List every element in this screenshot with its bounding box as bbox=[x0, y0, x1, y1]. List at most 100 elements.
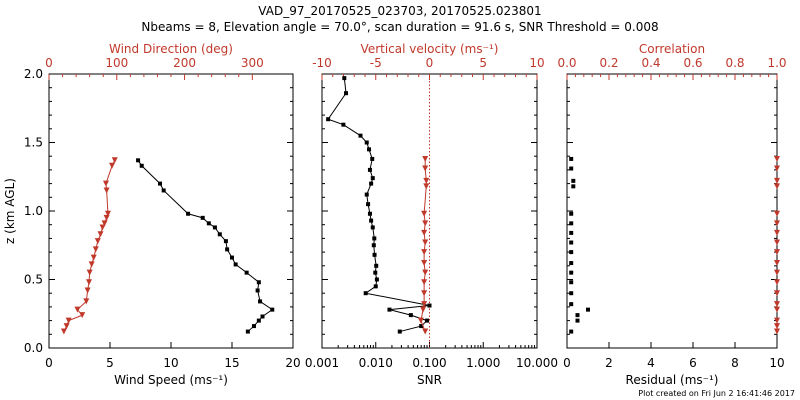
data-point-triangle bbox=[421, 260, 428, 267]
data-point-triangle bbox=[60, 328, 67, 335]
data-point-square bbox=[569, 270, 574, 275]
data-point-triangle bbox=[423, 177, 430, 184]
data-point-square bbox=[260, 314, 265, 319]
bottom-tick-label: 2 bbox=[605, 356, 613, 370]
data-point-square bbox=[139, 163, 144, 168]
bottom-tick-label: 6 bbox=[689, 356, 697, 370]
data-point-square bbox=[370, 156, 375, 161]
data-point-square bbox=[344, 91, 349, 96]
data-point-square bbox=[358, 133, 363, 138]
data-point-triangle bbox=[422, 328, 429, 335]
bottom-tick-label: 4 bbox=[647, 356, 655, 370]
data-point-triangle bbox=[422, 220, 429, 227]
data-point-triangle bbox=[421, 249, 428, 256]
data-point-triangle bbox=[774, 165, 780, 172]
data-point-triangle bbox=[79, 312, 86, 319]
series-line bbox=[137, 160, 274, 332]
bottom-tick-label: 10 bbox=[163, 356, 178, 370]
data-point-square bbox=[425, 318, 430, 323]
top-axis-title: Correlation bbox=[639, 42, 705, 56]
top-tick-label: 200 bbox=[173, 56, 196, 70]
bottom-axis-title: SNR bbox=[417, 373, 442, 387]
data-point-triangle bbox=[774, 183, 780, 190]
bottom-axis-title: Wind Speed (ms⁻¹) bbox=[114, 373, 228, 387]
data-point-square bbox=[364, 140, 369, 145]
data-point-square bbox=[373, 270, 378, 275]
data-point-square bbox=[586, 307, 590, 312]
data-point-square bbox=[161, 188, 166, 193]
data-point-square bbox=[369, 218, 374, 223]
data-point-square bbox=[569, 261, 574, 266]
top-tick-label: 0 bbox=[426, 56, 434, 70]
y-axis-title: z (km AGL) bbox=[3, 178, 17, 244]
data-point-square bbox=[186, 211, 191, 216]
data-point-square bbox=[571, 178, 576, 183]
data-point-triangle bbox=[422, 269, 429, 276]
data-point-triangle bbox=[101, 220, 108, 227]
data-point-square bbox=[374, 263, 379, 268]
data-point-triangle bbox=[90, 254, 97, 261]
y-tick-label: 2.0 bbox=[24, 67, 43, 81]
data-point-triangle bbox=[97, 231, 104, 238]
data-point-triangle bbox=[104, 210, 111, 217]
top-tick-label: 5 bbox=[479, 56, 487, 70]
y-tick-label: 0.5 bbox=[24, 273, 43, 287]
data-point-triangle bbox=[421, 290, 428, 297]
data-point-triangle bbox=[103, 187, 110, 194]
data-point-square bbox=[230, 255, 234, 260]
data-point-square bbox=[569, 302, 574, 307]
data-point-triangle bbox=[94, 238, 101, 245]
data-point-triangle bbox=[421, 229, 428, 236]
data-point-square bbox=[342, 76, 347, 81]
data-point-square bbox=[251, 324, 256, 329]
panel-3: 0 2 4 6 8 10 0.0 0.2 0.4 0.6 0.8 1.0 Residual (ms⁻¹)… bbox=[557, 42, 786, 387]
data-point-square bbox=[372, 236, 377, 241]
top-tick-label: 0 bbox=[45, 56, 53, 70]
top-tick-label: 0.4 bbox=[641, 56, 660, 70]
data-point-triangle bbox=[422, 155, 429, 162]
bottom-tick-label: 10.000 bbox=[516, 356, 558, 370]
data-point-square bbox=[374, 277, 379, 282]
data-point-triangle bbox=[774, 239, 780, 246]
data-point-square bbox=[373, 284, 378, 289]
data-point-triangle bbox=[422, 239, 429, 246]
data-point-square bbox=[569, 230, 574, 235]
data-point-triangle bbox=[774, 328, 780, 335]
data-point-square bbox=[245, 329, 250, 334]
data-point-triangle bbox=[88, 261, 95, 268]
data-point-square bbox=[569, 280, 574, 285]
data-point-square bbox=[256, 280, 261, 285]
data-point-triangle bbox=[774, 260, 780, 267]
series-line bbox=[63, 160, 116, 332]
data-point-square bbox=[363, 291, 368, 296]
data-point-square bbox=[158, 181, 163, 186]
data-point-square bbox=[575, 313, 580, 318]
data-point-square bbox=[136, 158, 141, 163]
data-point-square bbox=[367, 147, 372, 152]
bottom-tick-label: 0.001 bbox=[305, 356, 339, 370]
data-point-square bbox=[569, 221, 574, 226]
data-point-square bbox=[341, 122, 346, 127]
data-point-triangle bbox=[420, 306, 427, 313]
figure-title: VAD_97_20170525_023703, 20170525.023801 bbox=[258, 4, 541, 18]
top-tick-label: -5 bbox=[370, 56, 382, 70]
data-point-triangle bbox=[111, 157, 118, 164]
data-point-square bbox=[225, 247, 230, 252]
data-point-triangle bbox=[74, 306, 81, 313]
data-point-square bbox=[367, 167, 372, 172]
data-point-square bbox=[569, 250, 574, 255]
data-point-triangle bbox=[423, 183, 430, 190]
data-point-triangle bbox=[103, 214, 110, 221]
data-point-square bbox=[370, 225, 375, 230]
data-point-square bbox=[233, 262, 238, 267]
data-point-square bbox=[571, 184, 576, 189]
data-point-square bbox=[569, 156, 574, 161]
data-point-triangle bbox=[63, 323, 70, 330]
data-point-square bbox=[569, 166, 574, 171]
plot-creation-stamp: Plot created on Fri Jun 2 16:41:46 2017 bbox=[638, 389, 795, 398]
y-tick-label: 0.0 bbox=[24, 341, 43, 355]
panel-2: 0.001 0.010 0.100 1.000 10.000 -10 -5 0 5 10 SNR Ve… bbox=[305, 42, 558, 387]
data-point-triangle bbox=[774, 177, 780, 184]
data-point-triangle bbox=[421, 210, 428, 217]
top-tick-label: 0.0 bbox=[557, 56, 576, 70]
